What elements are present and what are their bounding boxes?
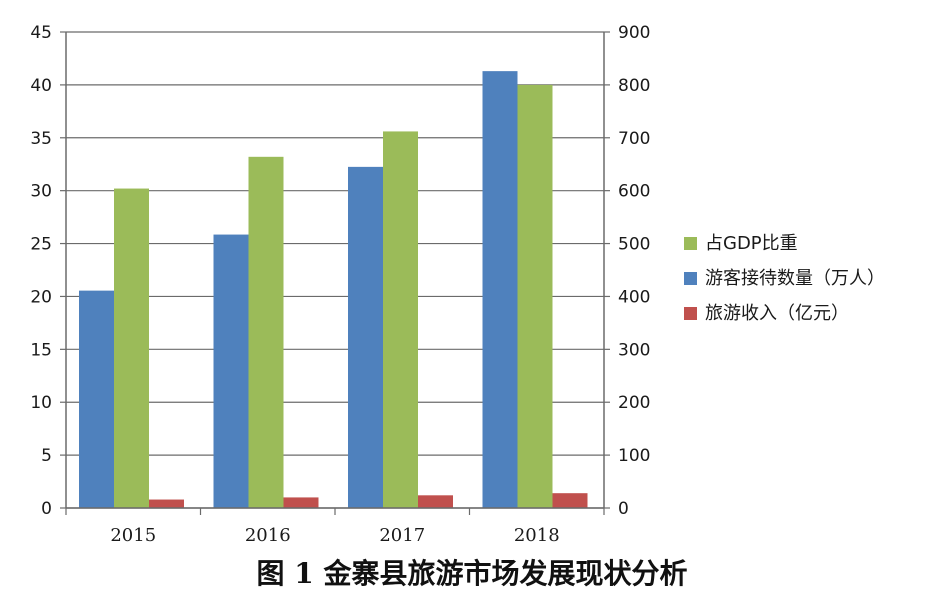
category-label: 2017: [379, 525, 425, 546]
left-tick-label: 10: [30, 393, 52, 413]
legend-label: 游客接待数量（万人）: [705, 268, 885, 289]
legend-swatch: [684, 272, 697, 285]
right-tick-label: 600: [618, 182, 650, 202]
chart: 0 5 10 15 20 25 30 35 40 45 0 100 200 300 400 500 600 70…: [30, 23, 885, 546]
bar-visitors-2018: [482, 71, 518, 508]
left-tick-label: 20: [30, 287, 52, 307]
category-labels: 2015 2016 2017 2018: [110, 525, 559, 546]
bar-revenue-2018: [552, 493, 588, 508]
left-axis-tick-labels: 0 5 10 15 20 25 30 35 40 45: [30, 23, 52, 519]
right-tick-label: 300: [618, 340, 650, 360]
bar-gdp-share-2017: [383, 131, 418, 509]
legend-swatch: [684, 237, 697, 250]
left-tick-label: 15: [30, 340, 52, 360]
gridlines: [66, 31, 604, 509]
bar-gdp-share-2015: [114, 188, 149, 508]
left-tick-label: 45: [30, 23, 52, 43]
right-tick-label: 700: [618, 129, 650, 149]
bar-revenue-2015: [149, 499, 184, 508]
legend-label: 占GDP比重: [705, 233, 798, 254]
category-label: 2015: [110, 525, 156, 546]
bar-revenue-2017: [418, 495, 453, 508]
right-tick-label: 0: [618, 499, 629, 519]
category-label: 2018: [514, 525, 560, 546]
bar-visitors-2015: [79, 290, 114, 508]
bar-gdp-share-2016: [248, 156, 284, 508]
right-tick-label: 500: [618, 235, 650, 255]
legend-label: 旅游收入（亿元）: [705, 303, 849, 324]
left-tick-label: 25: [30, 235, 52, 255]
right-tick-label: 800: [618, 76, 650, 96]
left-tick-label: 40: [30, 76, 52, 96]
legend-swatch: [684, 307, 697, 320]
right-tick-label: 100: [618, 446, 650, 466]
bar-revenue-2016: [283, 497, 319, 508]
right-tick-label: 900: [618, 23, 650, 43]
left-tick-label: 0: [41, 499, 52, 519]
figure-caption: 图 1 金寨县旅游市场发展现状分析: [256, 557, 688, 590]
bar-visitors-2017: [348, 166, 383, 508]
right-tick-label: 400: [618, 287, 650, 307]
left-tick-label: 30: [30, 182, 52, 202]
axes: [60, 31, 610, 515]
bars: [79, 71, 588, 509]
right-axis-tick-labels: 0 100 200 300 400 500 600 700 800 900: [618, 23, 650, 519]
bar-gdp-share-2018: [517, 84, 553, 508]
bar-visitors-2016: [213, 234, 249, 508]
right-tick-label: 200: [618, 393, 650, 413]
left-tick-label: 35: [30, 129, 52, 149]
left-tick-label: 5: [41, 446, 52, 466]
category-label: 2016: [245, 525, 291, 546]
